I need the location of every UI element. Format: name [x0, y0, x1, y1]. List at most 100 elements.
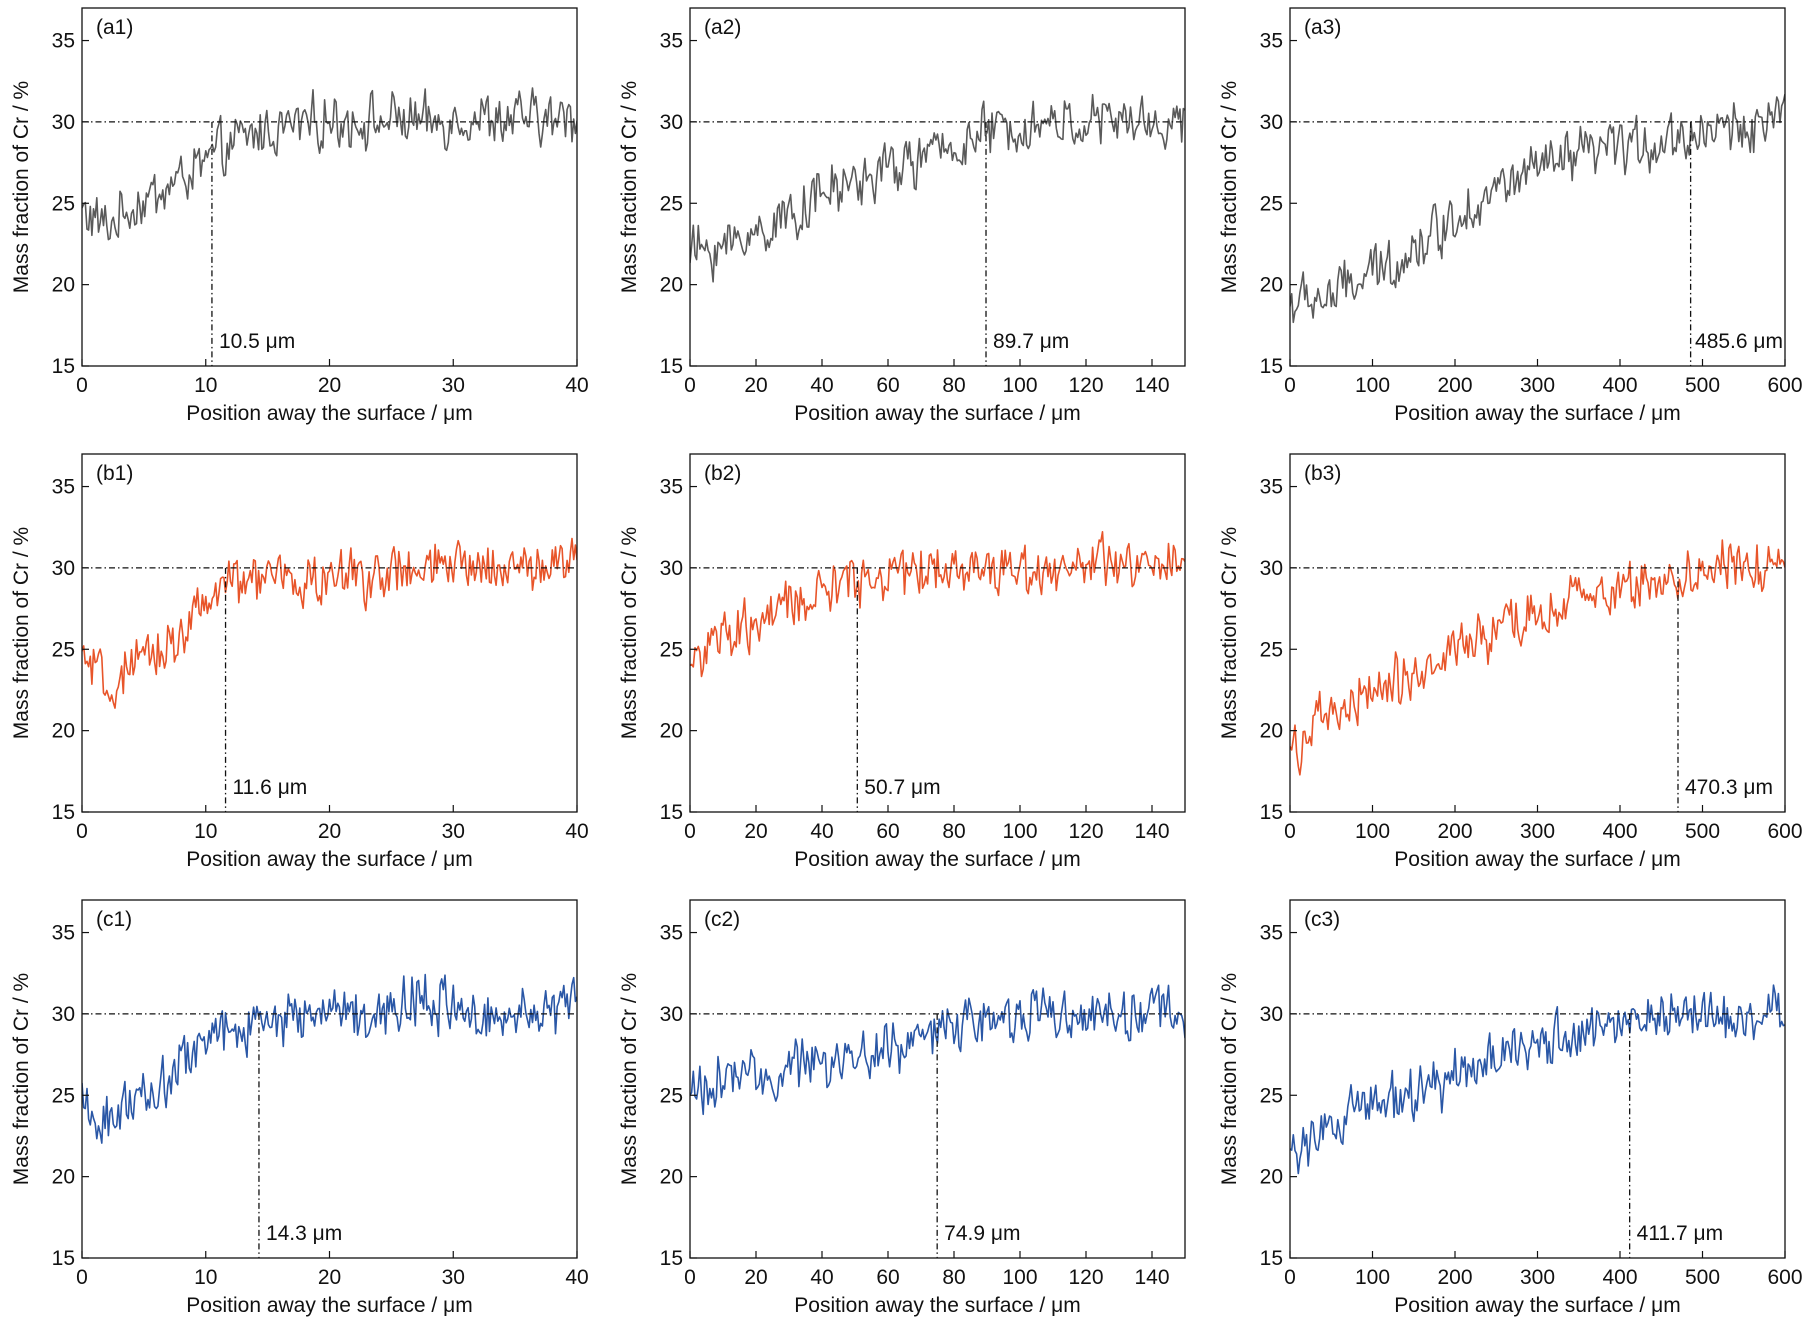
y-axis-label: Mass fraction of Cr / % [618, 973, 641, 1185]
x-tick-label: 600 [1767, 1266, 1802, 1289]
panel-label: (c3) [1304, 908, 1340, 931]
x-axis-label: Position away the surface / μm [1394, 402, 1680, 425]
series-line [690, 93, 1185, 283]
x-tick-label: 120 [1068, 374, 1103, 397]
x-tick-label: 100 [1355, 1266, 1390, 1289]
series-line [82, 973, 577, 1144]
chart-panel-c1: 0 10 20 30 40 15 20 25 30 35 (c1) 14.3 μm Position a… [10, 899, 589, 1317]
y-axis-label: Mass fraction of Cr / % [1218, 973, 1241, 1185]
y-tick-label: 30 [1260, 1003, 1283, 1026]
y-tick-label: 25 [660, 192, 683, 215]
y-tick-label: 35 [1260, 922, 1283, 945]
x-tick-label: 200 [1437, 1266, 1472, 1289]
panel-label: (a1) [96, 16, 133, 39]
plot-frame [81, 7, 578, 367]
plot-frame [1289, 7, 1786, 367]
y-tick-label: 30 [660, 557, 683, 580]
series-line [82, 537, 577, 709]
y-axis-label: Mass fraction of Cr / % [1218, 527, 1241, 739]
x-tick-label: 100 [1002, 820, 1037, 843]
x-axis-label: Position away the surface / μm [794, 402, 1080, 425]
y-axis-label: Mass fraction of Cr / % [10, 973, 33, 1185]
x-tick-label: 0 [76, 1266, 88, 1289]
x-tick-label: 400 [1602, 1266, 1637, 1289]
x-tick-label: 500 [1685, 820, 1720, 843]
marker-annotation: 14.3 μm [266, 1222, 342, 1245]
y-tick-label: 25 [52, 1084, 75, 1107]
x-tick-label: 0 [684, 374, 696, 397]
x-tick-label: 20 [744, 1266, 767, 1289]
y-tick-label: 35 [660, 30, 683, 53]
y-tick-label: 15 [52, 1247, 75, 1270]
x-axis-label: Position away the surface / μm [186, 1294, 472, 1317]
y-tick-label: 25 [660, 1084, 683, 1107]
series-line [1290, 539, 1785, 776]
y-tick-label: 15 [660, 355, 683, 378]
y-tick-label: 15 [52, 355, 75, 378]
y-tick-label: 20 [52, 1166, 75, 1189]
plot-frame [81, 453, 578, 813]
y-tick-label: 30 [1260, 111, 1283, 134]
marker-annotation: 411.7 μm [1637, 1222, 1723, 1245]
y-tick-label: 15 [1260, 355, 1283, 378]
x-tick-label: 40 [810, 374, 833, 397]
y-tick-label: 35 [52, 30, 75, 53]
x-tick-label: 10 [194, 374, 217, 397]
y-tick-label: 20 [52, 274, 75, 297]
y-tick-label: 35 [660, 476, 683, 499]
plot-frame [689, 899, 1186, 1259]
series-line [82, 87, 577, 241]
y-axis-label: Mass fraction of Cr / % [618, 527, 641, 739]
x-tick-label: 20 [318, 374, 341, 397]
x-tick-label: 20 [744, 374, 767, 397]
x-axis-label: Position away the surface / μm [1394, 848, 1680, 871]
y-tick-label: 30 [52, 111, 75, 134]
y-tick-label: 25 [1260, 192, 1283, 215]
x-tick-label: 60 [876, 374, 899, 397]
series-line [690, 530, 1185, 678]
chart-panel-a2: 0 20 40 60 80 100 120 140 15 20 25 30 35 (a2) 89.7 μm P… [618, 7, 1186, 425]
panel-label: (b3) [1304, 462, 1341, 485]
x-tick-label: 60 [876, 1266, 899, 1289]
y-axis-label: Mass fraction of Cr / % [1218, 81, 1241, 293]
panel-label: (b1) [96, 462, 133, 485]
x-tick-label: 100 [1002, 374, 1037, 397]
x-tick-label: 140 [1134, 820, 1169, 843]
x-tick-label: 0 [1284, 820, 1296, 843]
y-tick-label: 15 [660, 1247, 683, 1270]
chart-panel-a3: 0 100 200 300 400 500 600 15 20 25 30 35 (a3) 485.6 μ… [1218, 7, 1803, 425]
y-tick-label: 20 [1260, 720, 1283, 743]
marker-annotation: 89.7 μm [993, 330, 1069, 353]
y-tick-label: 35 [52, 476, 75, 499]
marker-annotation: 470.3 μm [1685, 776, 1773, 799]
y-axis-label: Mass fraction of Cr / % [10, 527, 33, 739]
y-tick-label: 20 [1260, 1166, 1283, 1189]
x-tick-label: 40 [810, 1266, 833, 1289]
x-tick-label: 100 [1355, 374, 1390, 397]
x-axis-label: Position away the surface / μm [794, 1294, 1080, 1317]
marker-annotation: 485.6 μm [1695, 330, 1783, 353]
y-tick-label: 35 [1260, 476, 1283, 499]
series-line [1290, 93, 1785, 324]
chart-panel-b3: 0 100 200 300 400 500 600 15 20 25 30 35 (b3) 470.3 μ… [1218, 453, 1803, 871]
plot-frame [81, 899, 578, 1259]
y-tick-label: 20 [660, 720, 683, 743]
x-tick-label: 100 [1355, 820, 1390, 843]
x-tick-label: 300 [1520, 374, 1555, 397]
x-axis-label: Position away the surface / μm [186, 848, 472, 871]
chart-panel-b1: 0 10 20 30 40 15 20 25 30 35 (b1) 11.6 μm Position a… [10, 453, 589, 871]
x-tick-label: 10 [194, 820, 217, 843]
x-tick-label: 20 [318, 1266, 341, 1289]
y-tick-label: 15 [660, 801, 683, 824]
y-tick-label: 30 [52, 1003, 75, 1026]
x-tick-label: 40 [565, 1266, 588, 1289]
x-tick-label: 30 [442, 1266, 465, 1289]
x-tick-label: 0 [76, 820, 88, 843]
y-tick-label: 35 [660, 922, 683, 945]
y-tick-label: 25 [1260, 1084, 1283, 1107]
y-tick-label: 30 [660, 111, 683, 134]
x-tick-label: 80 [942, 1266, 965, 1289]
x-tick-label: 0 [1284, 1266, 1296, 1289]
x-tick-label: 80 [942, 820, 965, 843]
